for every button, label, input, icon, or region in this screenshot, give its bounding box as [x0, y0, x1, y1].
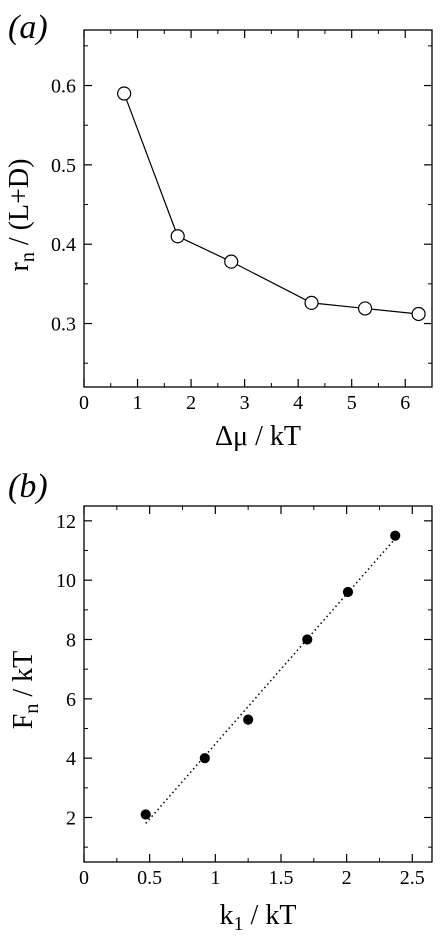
panel-b-x-tick-label: 1 — [210, 867, 220, 889]
panel-b-y-tick-label: 2 — [66, 808, 76, 830]
panel-a-x-tick-label: 1 — [133, 392, 143, 414]
panel-b-x-axis-label-main: k — [220, 900, 234, 931]
panel-b-x-axis-label-rest: / kT — [244, 900, 297, 931]
panel-a-y-tick-label: 0.6 — [51, 76, 76, 98]
panel-a-y-tick-label: 0.3 — [51, 314, 76, 336]
panel-a-y-axis-label-rest: / (L+D) — [4, 159, 35, 253]
panel-b-label: (b) — [8, 468, 48, 505]
panel-b-y-tick-label: 10 — [56, 570, 76, 592]
panel-b-y-tick-label: 6 — [66, 689, 76, 711]
panel-b-x-tick-label: 0.5 — [137, 867, 162, 889]
panel-a-data-point — [170, 229, 185, 244]
panel-b-y-axis-label: Fn / kT — [8, 651, 43, 729]
panel-b-y-axis-label-rest: / kT — [8, 651, 39, 704]
panel-b-x-tick-label: 2 — [342, 867, 352, 889]
panel-a-data-point — [117, 86, 132, 101]
panel-a-data-point — [224, 254, 239, 269]
panel-a-y-axis-label: rn / (L+D) — [4, 159, 39, 272]
panel-b-x-tick-label: 1.5 — [268, 867, 293, 889]
panel-b-data-point — [140, 809, 151, 820]
panel-a-data-point — [304, 295, 319, 311]
panel-a: (a) 0 1 2 3 4 5 6 0.3 0.4 0.5 0.6 Δμ / kT rn / (L+… — [4, 9, 433, 452]
panel-a-x-tick-label: 2 — [186, 392, 196, 414]
panel-b-data-point — [302, 634, 313, 645]
panel-b-y-tick-label: 8 — [66, 630, 76, 652]
panel-b-data-point — [243, 714, 254, 725]
panel-a-data-point — [411, 306, 426, 322]
panel-b-data-point — [199, 753, 210, 764]
panel-a-x-tick-label: 3 — [240, 392, 250, 414]
panel-a-y-tick-label: 0.4 — [51, 234, 76, 256]
panel-b-y-axis-label-main: F — [8, 714, 39, 730]
panel-a-x-tick-label: 4 — [293, 392, 303, 414]
panel-a-plot-area: 0 1 2 3 4 5 6 0.3 0.4 0.5 0.6 — [51, 29, 433, 414]
panel-a-axes-frame — [83, 29, 433, 388]
panel-a-x-tick-label: 6 — [400, 392, 410, 414]
panel-b-data-point — [390, 530, 401, 541]
panel-b: (b) 0 0.5 1 1.5 2 2.5 2 4 6 8 10 12 k1 / kT Fn / kT — [8, 468, 433, 935]
panel-a-y-tick-label: 0.5 — [51, 155, 76, 177]
panel-a-series-0-line — [123, 93, 419, 315]
panel-b-y-tick-label: 4 — [66, 748, 76, 770]
panel-b-x-tick-label: 2.5 — [400, 867, 425, 889]
panel-b-y-axis-label-subscript: n — [21, 704, 43, 714]
panel-b-x-axis-label-subscript: 1 — [234, 913, 244, 935]
panel-b-axes-frame — [83, 505, 433, 863]
panel-a-y-axis-label-subscript: n — [17, 252, 39, 262]
panel-a-data-point — [357, 301, 373, 316]
panel-b-x-tick-label: 0 — [79, 867, 89, 889]
panel-b-x-axis-label: k1 / kT — [220, 900, 297, 935]
panel-a-label: (a) — [8, 9, 48, 46]
panel-a-x-tick-label: 5 — [347, 392, 357, 414]
panel-a-y-axis-label-main: r — [4, 261, 35, 271]
panel-b-y-tick-label: 12 — [56, 511, 76, 533]
panel-a-x-axis-label: Δμ / kT — [215, 421, 301, 452]
panel-b-plot-area: 0 0.5 1 1.5 2 2.5 2 4 6 8 10 12 — [56, 505, 433, 889]
panel-a-x-tick-label: 0 — [79, 392, 89, 414]
panel-b-series-1-line — [145, 538, 396, 824]
